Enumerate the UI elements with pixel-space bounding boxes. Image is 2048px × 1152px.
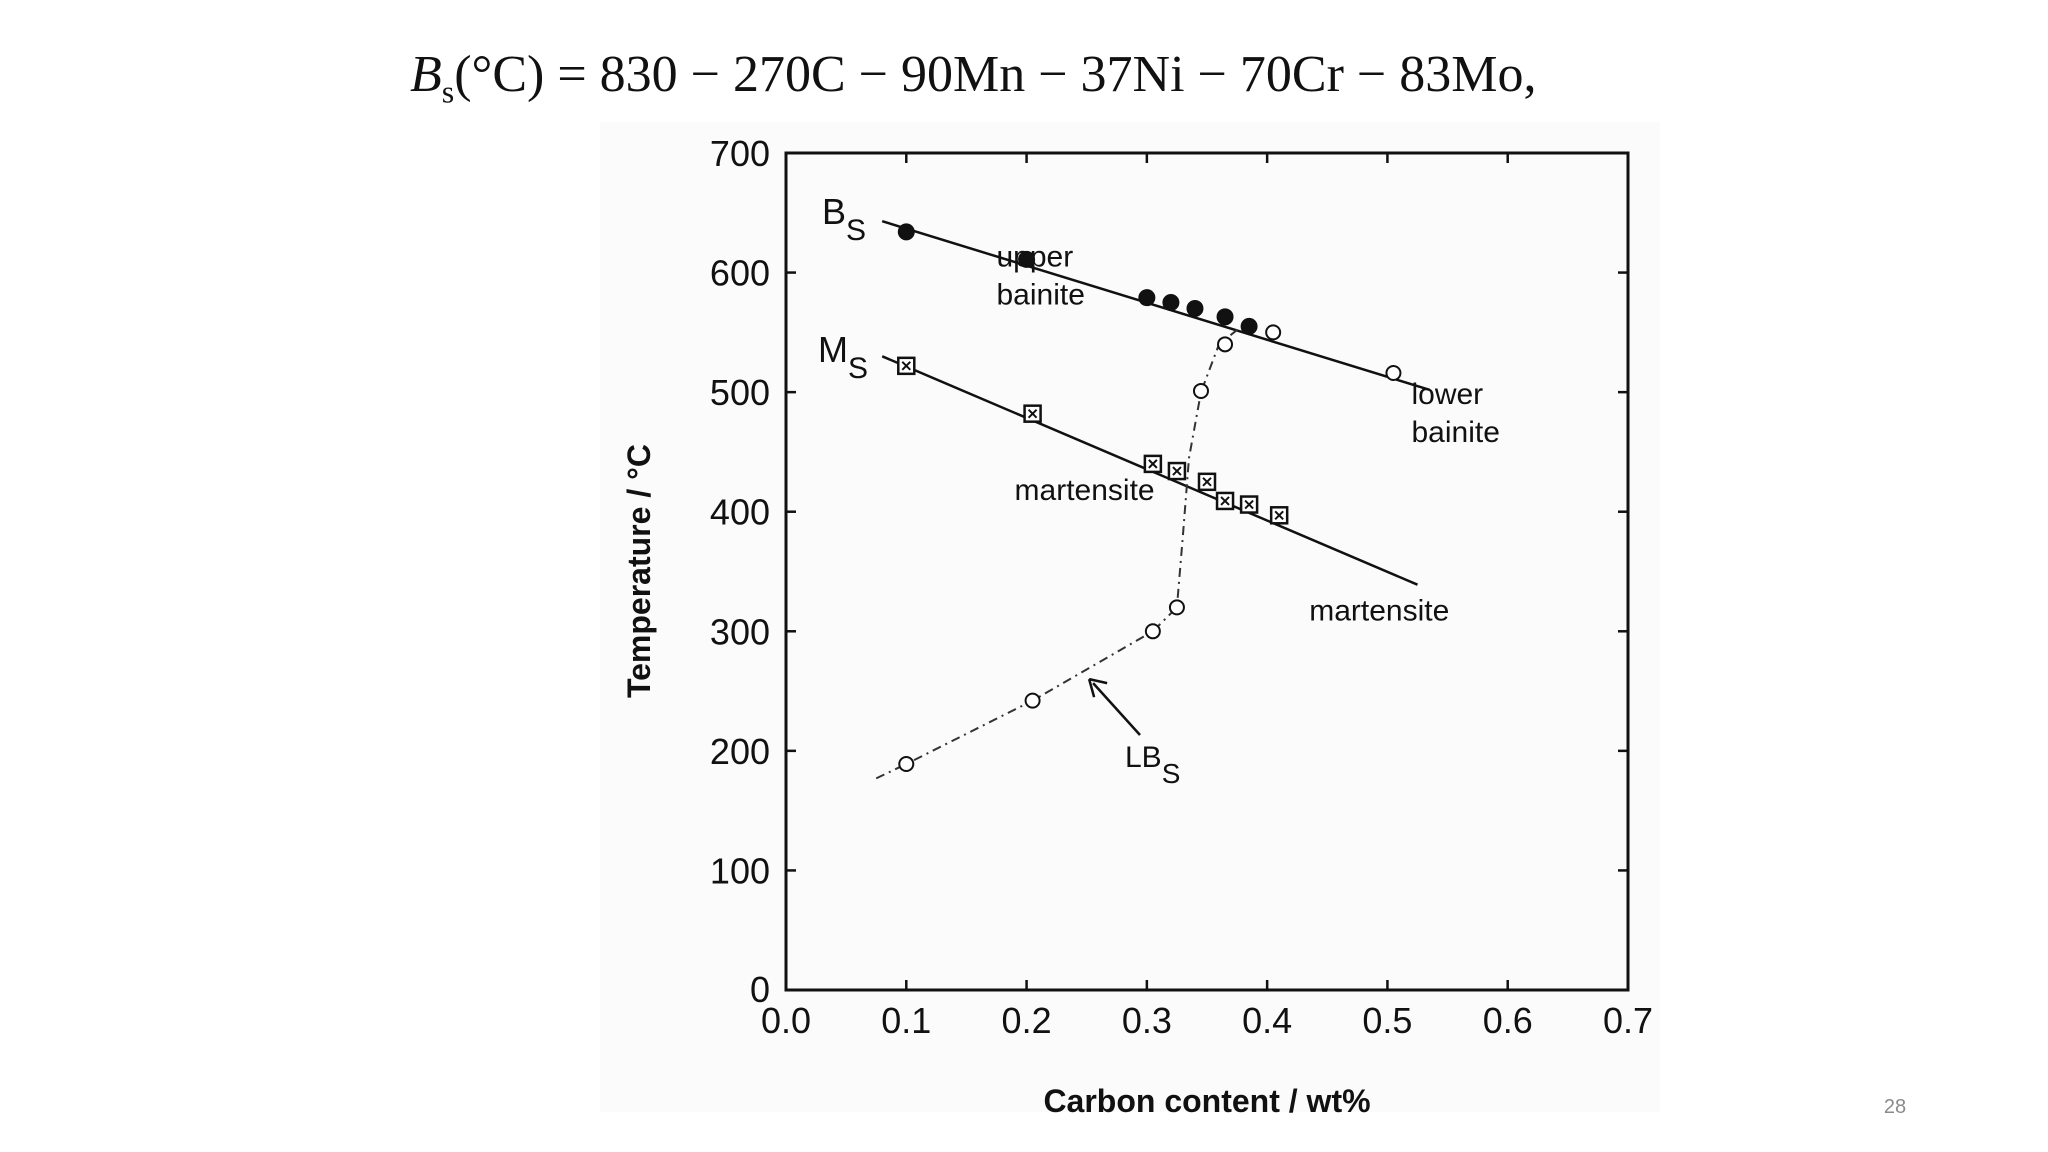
page-number: 28 xyxy=(1883,1096,1907,1118)
region-label: martensite xyxy=(1309,595,1449,628)
y-tick-label: 200 xyxy=(710,731,770,772)
x-tick-label: 0.1 xyxy=(881,1000,931,1041)
ms-label-sub: S xyxy=(848,352,868,385)
region-label-line: upper xyxy=(997,241,1074,274)
region-label-line: martensite xyxy=(1015,474,1155,507)
square-cross xyxy=(1148,459,1158,469)
axis-ticks: 0.0 0.1 0.2 0.3 0.4 0.5 0.6 0.7 0 100 200 300 400 500… xyxy=(710,133,1653,1041)
lbs-label-sub: S xyxy=(1162,758,1181,789)
x-tick-label: 0.5 xyxy=(1362,1000,1412,1041)
y-tick-label: 100 xyxy=(710,850,770,891)
x-tick-label: 0.4 xyxy=(1242,1000,1292,1041)
square-cross xyxy=(1274,510,1284,521)
y-tick-label: 0 xyxy=(750,969,770,1010)
bs-line xyxy=(881,220,1430,391)
lbs-arrow-shaft xyxy=(1092,682,1141,736)
bs-point-open xyxy=(1265,324,1282,341)
region-label: lower bainite xyxy=(1411,378,1499,449)
region-label: upper bainite xyxy=(997,241,1085,312)
x-axis-label: Carbon content / wt% xyxy=(1043,1083,1370,1119)
square-cross xyxy=(1027,408,1038,419)
bs-point-filled xyxy=(1186,299,1204,317)
ms-point-square xyxy=(1269,506,1289,525)
points-layer xyxy=(897,223,1402,773)
ms-point-square xyxy=(1215,491,1235,511)
region-label-line: lower xyxy=(1411,378,1483,411)
y-tick-label: 700 xyxy=(710,133,770,174)
lbs-arrow-head xyxy=(1087,677,1108,698)
square-cross xyxy=(1202,477,1212,487)
x-tick-label: 0.3 xyxy=(1122,1000,1172,1041)
region-label-line: martensite xyxy=(1309,595,1449,628)
ms-point-square xyxy=(1167,461,1187,481)
bainite-start-formula: Bs(°C) = 830 − 270C − 90Mn − 37Ni − 70Cr… xyxy=(410,40,1710,110)
ms-point-square xyxy=(1197,472,1217,492)
y-tick-label: 600 xyxy=(710,253,770,294)
lbs-point-open xyxy=(1192,382,1209,399)
bs-point-filled xyxy=(1162,293,1180,311)
lbs-label: LBS xyxy=(1125,741,1180,789)
bs-point-filled xyxy=(1018,250,1036,268)
region-label: martensite xyxy=(1015,474,1155,507)
y-tick-label: 400 xyxy=(710,492,770,533)
lbs-label-main: LB xyxy=(1125,741,1162,774)
plot-frame xyxy=(784,151,1630,992)
y-axis-label: Temperature / °C xyxy=(621,444,657,698)
square-cross xyxy=(901,361,911,371)
bs-point-open xyxy=(1385,365,1402,382)
y-tick-label: 500 xyxy=(710,372,770,413)
bs-point-filled xyxy=(1240,317,1258,335)
lbs-point-open xyxy=(1144,623,1161,640)
lbs-point-open xyxy=(1217,336,1234,353)
formula-subscript: s xyxy=(441,73,455,110)
ms-point-square xyxy=(1239,495,1259,514)
bs-point-filled xyxy=(1138,289,1156,307)
bs-label-main: B xyxy=(822,191,846,232)
lbs-point-open xyxy=(1024,692,1041,709)
region-label-line: bainite xyxy=(1411,416,1499,449)
lbs-point-open xyxy=(1168,599,1185,616)
x-tick-label: 0.6 xyxy=(1483,1000,1533,1041)
square-cross xyxy=(1172,466,1182,476)
lbs-curve xyxy=(875,319,1250,780)
square-cross xyxy=(1244,499,1254,510)
ms-label-main: M xyxy=(818,329,848,370)
x-tick-label: 0.2 xyxy=(1002,1000,1052,1041)
bs-label-sub: S xyxy=(846,214,866,247)
y-tick-label: 300 xyxy=(710,611,770,652)
bs-point-filled xyxy=(1216,308,1234,326)
lbs-point-open xyxy=(898,756,915,773)
ms-point-square xyxy=(897,356,916,376)
ms-label: MS xyxy=(818,329,868,385)
ms-point-square xyxy=(1143,454,1163,474)
square-cross xyxy=(1220,496,1230,506)
region-label-line: bainite xyxy=(997,279,1085,312)
formula-symbol: B xyxy=(410,46,442,103)
x-tick-label: 0.7 xyxy=(1603,1000,1653,1041)
formula-rest: (°C) = 830 − 270C − 90Mn − 37Ni − 70Cr −… xyxy=(454,46,1537,103)
bs-point-filled xyxy=(897,223,915,241)
bs-label: BS xyxy=(822,191,866,247)
ms-point-square xyxy=(1023,404,1042,423)
x-tick-label: 0.0 xyxy=(761,1000,811,1041)
chart-image-panel xyxy=(600,122,1660,1112)
